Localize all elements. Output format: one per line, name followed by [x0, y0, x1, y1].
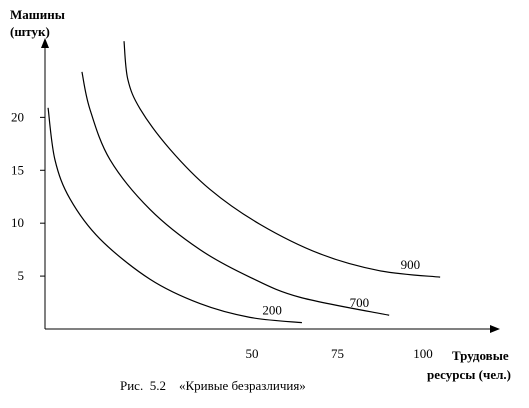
y-tick-label: 10 [11, 215, 24, 230]
x-tick-label: 100 [413, 346, 433, 361]
curve-label: 200 [262, 303, 282, 318]
y-tick-label: 20 [11, 109, 24, 124]
y-axis-label: (штук) [10, 24, 50, 39]
x-axis-label: Трудовые [452, 348, 509, 363]
y-arrow [41, 38, 49, 48]
curve-label: 900 [401, 257, 421, 272]
curve-label: 700 [350, 295, 370, 310]
y-tick-label: 15 [11, 162, 24, 177]
y-tick-label: 5 [18, 268, 25, 283]
x-tick-label: 50 [245, 346, 258, 361]
x-arrow [490, 325, 500, 333]
curve [123, 41, 441, 278]
x-tick-label: 75 [331, 346, 344, 361]
curve [81, 71, 390, 316]
x-axis-label: ресурсы (чел.) [427, 367, 511, 382]
curve [47, 107, 302, 324]
caption: Рис. 5.2 «Кривые безразличия» [120, 378, 306, 393]
y-axis-label: Машины [10, 7, 65, 22]
